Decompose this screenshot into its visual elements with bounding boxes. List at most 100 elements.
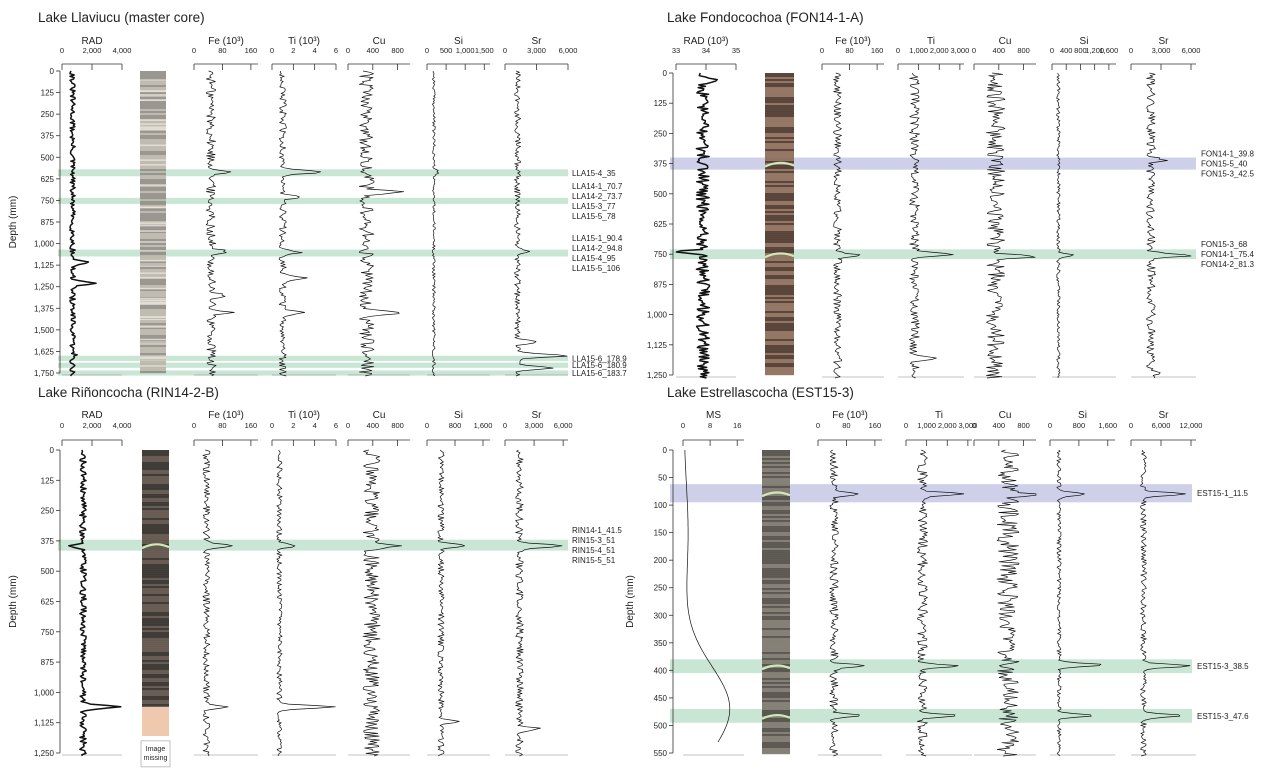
core-stripe — [142, 596, 169, 599]
core-stripe — [142, 522, 169, 525]
core-stripe — [140, 291, 166, 294]
core-stripe — [762, 640, 790, 643]
core-stripe — [142, 588, 169, 591]
core-stripe — [140, 191, 166, 194]
sample-label: FON14-1_39.8 — [1201, 150, 1254, 159]
track-tick-label: 33 — [672, 46, 680, 55]
core-stripe — [140, 347, 166, 350]
depth-tick-label: 0 — [663, 69, 668, 78]
core-stripe — [765, 335, 794, 338]
core-stripe — [762, 524, 790, 527]
core-stripe — [762, 750, 790, 753]
core-stripe — [142, 654, 169, 657]
core-stripe — [765, 261, 794, 264]
core-stripe — [142, 516, 169, 519]
core-stripe — [765, 255, 794, 258]
track-tick-label: 0 — [192, 421, 196, 430]
core-stripe — [142, 494, 169, 497]
core-stripe — [762, 604, 790, 607]
core-stripe — [140, 269, 166, 272]
core-stripe — [142, 490, 169, 493]
core-lamina — [140, 94, 166, 96]
panel-title: Lake Fondocochoa (FON14-1-A) — [667, 10, 864, 25]
core-stripe — [765, 325, 794, 328]
core-stripe — [142, 692, 169, 695]
track-rad: RAD (10³)33 34 35 — [672, 36, 740, 379]
core-stripe — [142, 452, 169, 455]
core-stripe — [765, 277, 794, 280]
core-stripe — [142, 566, 169, 569]
core-stripe — [765, 331, 794, 334]
track-sr: Sr 0 6,000 12,000 — [1129, 410, 1202, 757]
core-stripe — [142, 454, 169, 457]
track-fe: Fe (10³) 0 80 160 — [192, 410, 258, 757]
core-stripe — [762, 720, 790, 723]
track-tick-label: 160 — [245, 421, 258, 430]
depth-tick-label: 500 — [654, 721, 668, 730]
core-stripe — [765, 221, 794, 224]
core-stripe — [140, 213, 166, 216]
core-stripe — [765, 369, 794, 372]
core-lamina — [140, 343, 166, 345]
core-stripe — [765, 185, 794, 188]
core-stripe — [765, 191, 794, 194]
track-tick-label: 1,600 — [1099, 46, 1118, 55]
panel-3: Lake Riñoncocha (RIN14-2-B)RIN14-1_41.5R… — [8, 385, 622, 768]
track-tick-label: 0 — [1129, 46, 1133, 55]
core-stripe — [765, 301, 794, 304]
core-stripe — [140, 275, 166, 278]
core-stripe — [142, 492, 169, 495]
track-label: Cu — [373, 410, 386, 421]
core-stripe — [142, 570, 169, 573]
core-stripe — [762, 652, 790, 655]
core-stripe — [140, 311, 166, 314]
core-stripe — [762, 694, 790, 697]
core-stripe — [142, 612, 169, 615]
core-stripe — [140, 315, 166, 318]
core-stripe — [140, 331, 166, 334]
core-stripe — [140, 249, 166, 252]
track-tick-label: 6,000 — [554, 421, 573, 430]
core-stripe — [140, 187, 166, 190]
track-label: Fe (10³) — [832, 410, 868, 421]
core-stripe — [762, 488, 790, 491]
core-stripe — [762, 566, 790, 569]
core-stripe — [142, 578, 169, 581]
core-stripe — [140, 101, 166, 104]
track-tick-label: 0 — [346, 46, 350, 55]
core-stripe — [140, 89, 166, 92]
track-sr: Sr 0 3,000 6,000 — [503, 36, 577, 377]
core-stripe — [140, 149, 166, 152]
core-stripe — [142, 634, 169, 637]
core-stripe — [762, 582, 790, 585]
sample-label: FON15-3_68 — [1201, 240, 1248, 249]
core-stripe — [762, 568, 790, 571]
core-stripe — [140, 167, 166, 170]
core-stripe — [142, 682, 169, 685]
series-line — [996, 449, 1037, 757]
track-cu: Cu 0 400 800 — [346, 36, 410, 377]
core-stripe — [140, 195, 166, 198]
core-stripe — [142, 680, 169, 683]
core-stripe — [765, 281, 794, 284]
core-stripe — [142, 664, 169, 667]
core-stripe — [762, 542, 790, 545]
core-stripe — [142, 512, 169, 515]
core-stripe — [765, 229, 794, 232]
core-stripe — [140, 255, 166, 258]
depth-tick-label: 750 — [41, 196, 55, 205]
core-stripe — [765, 177, 794, 180]
core-stripe — [142, 520, 169, 523]
core-stripe — [762, 642, 790, 645]
core-stripe — [765, 91, 794, 94]
tephra-band — [58, 539, 568, 551]
core-stripe — [142, 542, 169, 545]
track-tick-label: 0 — [270, 46, 274, 55]
core-stripe — [140, 281, 166, 284]
core-stripe — [762, 450, 790, 453]
core-stripe — [142, 630, 169, 633]
core-stripe — [140, 243, 166, 246]
core-stripe — [762, 686, 790, 689]
core-stripe — [762, 578, 790, 581]
core-stripe — [765, 315, 794, 318]
